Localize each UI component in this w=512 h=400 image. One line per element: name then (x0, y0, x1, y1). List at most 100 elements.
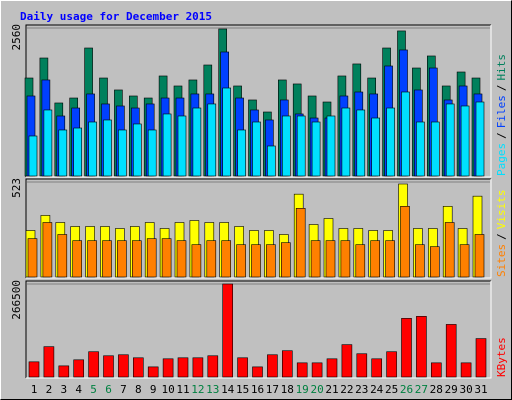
bar (252, 366, 263, 378)
bar (221, 240, 231, 278)
bar (311, 362, 323, 378)
bar (73, 127, 82, 177)
x-tick-label: 25 (385, 383, 398, 396)
bar (475, 338, 487, 378)
x-tick-label: 26 (400, 383, 413, 396)
bar (42, 222, 53, 278)
x-tick-label: 6 (105, 383, 112, 396)
bar (57, 234, 68, 278)
bar (296, 115, 306, 177)
bar (401, 318, 412, 378)
x-tick-label: 21 (325, 383, 338, 396)
bar (222, 87, 231, 177)
x-tick-label: 22 (340, 383, 353, 396)
bar (162, 358, 174, 378)
bar (28, 135, 38, 177)
bar (117, 240, 127, 278)
bar (43, 109, 53, 177)
panel-border (26, 25, 492, 178)
bar (147, 129, 157, 177)
x-tick-label: 9 (150, 383, 157, 396)
bar (475, 101, 485, 177)
x-tick-label: 19 (296, 383, 309, 396)
bar (161, 238, 172, 278)
bar (207, 355, 219, 378)
y-tick-label: 266500 (10, 280, 23, 320)
x-tick-label: 27 (415, 383, 428, 396)
bar (416, 316, 427, 378)
bar (371, 117, 381, 177)
x-tick-label: 5 (90, 383, 97, 396)
bar (133, 357, 144, 378)
bar (325, 240, 336, 278)
bar (58, 365, 70, 378)
bar (88, 121, 97, 177)
bar (355, 244, 366, 278)
bar (281, 350, 293, 378)
bar (162, 113, 172, 177)
bar (386, 351, 397, 378)
bar (445, 103, 455, 177)
bar (132, 240, 142, 278)
bar (222, 283, 233, 378)
chart-title: Daily usage for December 2015 (20, 10, 212, 23)
bar (281, 115, 291, 177)
x-tick-label: 23 (355, 383, 368, 396)
bar (341, 107, 351, 177)
legend: Sites / Visits (495, 190, 508, 278)
legend-separator: / (495, 85, 508, 92)
x-tick-label: 17 (266, 383, 279, 396)
x-tick-label: 4 (75, 383, 82, 396)
bar (73, 359, 84, 378)
bar (118, 354, 129, 378)
bar (191, 244, 202, 278)
bar (370, 240, 381, 278)
panel-border (25, 280, 491, 378)
bar (28, 361, 40, 378)
bar (474, 234, 485, 278)
legend-entry: Pages (495, 143, 508, 176)
x-tick-label: 18 (281, 383, 294, 396)
bar (356, 353, 368, 378)
bar (445, 324, 457, 378)
bar (192, 357, 204, 378)
bar (460, 362, 472, 378)
bar (400, 206, 410, 278)
bar (416, 121, 425, 177)
x-tick-label: 8 (135, 383, 142, 396)
x-tick-label: 2 (46, 383, 53, 396)
bar (266, 244, 276, 278)
legend-entry: Sites (495, 244, 508, 277)
bar (415, 244, 425, 278)
bar (72, 240, 82, 278)
bar (177, 115, 187, 177)
x-tick-label: 20 (310, 383, 323, 396)
legend: Pages / Files / Hits (495, 54, 508, 176)
bar (237, 357, 248, 378)
x-tick-label: 7 (120, 383, 127, 396)
bar (296, 362, 308, 378)
bar (146, 238, 157, 278)
bar (267, 145, 276, 177)
panel-border (26, 179, 492, 279)
bar (176, 240, 187, 278)
bar (430, 121, 440, 177)
bar (103, 119, 112, 177)
bar (310, 240, 321, 278)
x-tick-label: 12 (191, 383, 204, 396)
bar (237, 129, 246, 177)
x-tick-label: 31 (474, 383, 487, 396)
bar (118, 129, 127, 177)
bar (295, 208, 306, 278)
y-tick-label: 2560 (10, 24, 23, 51)
legend-separator: / (495, 132, 508, 139)
bar (459, 244, 470, 278)
x-tick-label: 3 (60, 383, 67, 396)
bar (192, 107, 202, 177)
bar (356, 109, 366, 177)
bar (206, 240, 217, 278)
x-tick-label: 14 (221, 383, 235, 396)
bar (133, 123, 142, 177)
x-tick-label: 15 (236, 383, 249, 396)
